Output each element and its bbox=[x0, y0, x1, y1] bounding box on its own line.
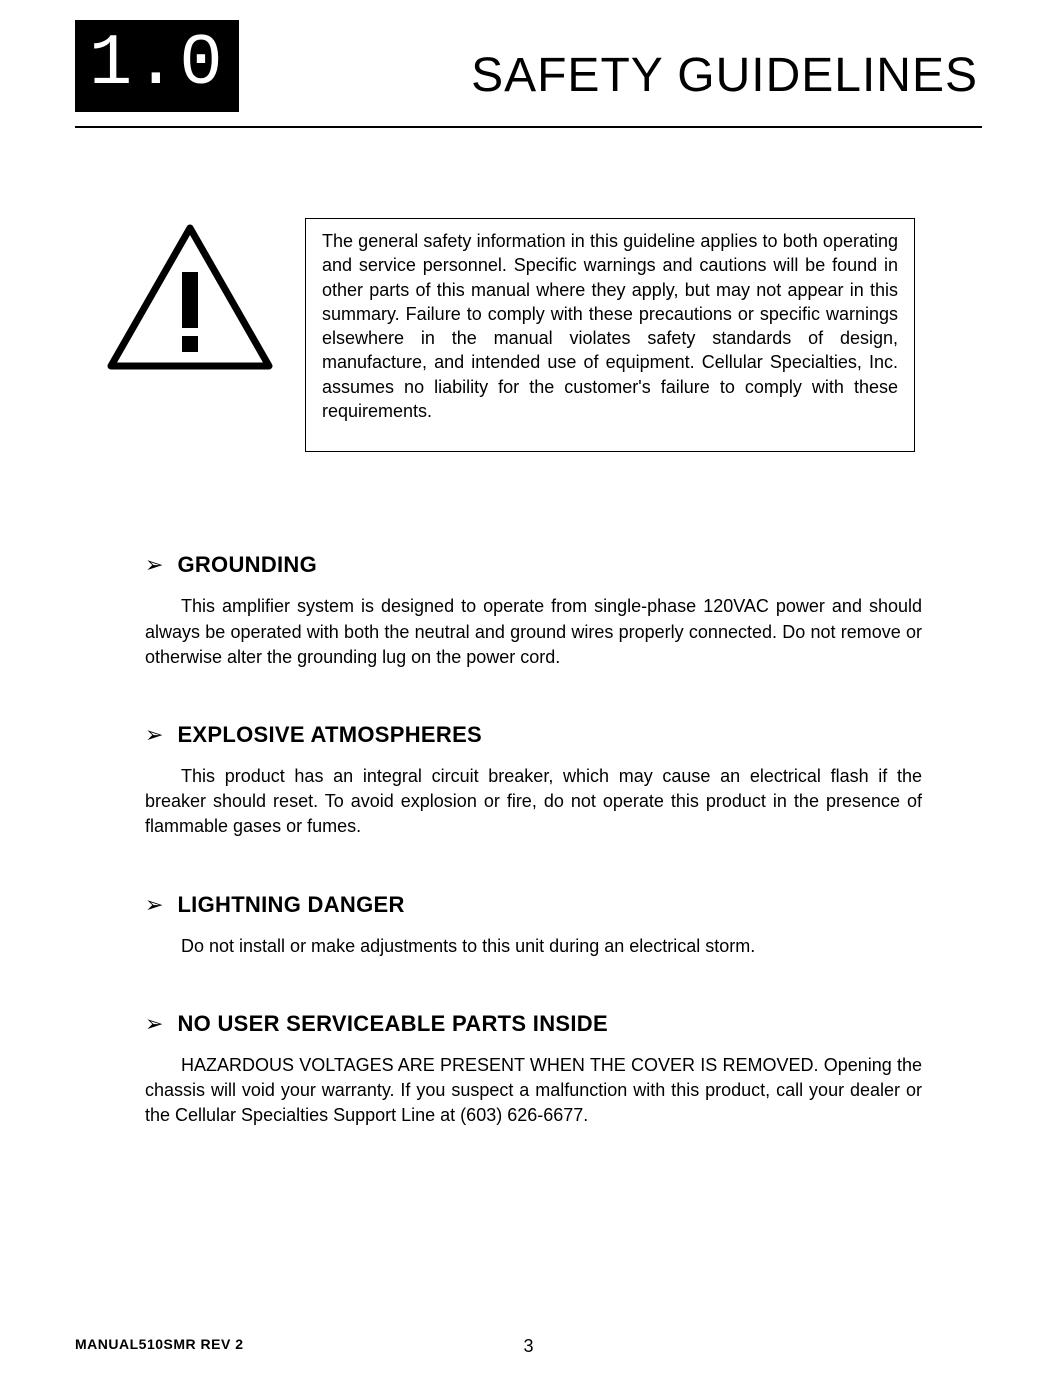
section-heading: ➢ EXPLOSIVE ATMOSPHERES bbox=[145, 722, 922, 748]
section-title: EXPLOSIVE ATMOSPHERES bbox=[177, 722, 482, 748]
footer-page-number: 3 bbox=[75, 1336, 982, 1357]
bullet-icon: ➢ bbox=[145, 894, 163, 916]
section-body: This amplifier system is designed to ope… bbox=[145, 594, 922, 670]
manual-page: 1.0 SAFETY GUIDELINES The general safety… bbox=[0, 0, 1057, 1380]
section-body: Do not install or make adjustments to th… bbox=[145, 934, 922, 959]
section-heading: ➢ LIGHTNING DANGER bbox=[145, 892, 922, 918]
section-heading: ➢ GROUNDING bbox=[145, 552, 922, 578]
section-no-user-serviceable: ➢ NO USER SERVICEABLE PARTS INSIDE HAZAR… bbox=[145, 1011, 922, 1129]
section-body: This product has an integral circuit bre… bbox=[145, 764, 922, 840]
bullet-icon: ➢ bbox=[145, 1013, 163, 1035]
section-number-badge: 1.0 bbox=[75, 20, 239, 112]
page-footer: MANUAL510SMR REV 2 3 bbox=[75, 1336, 982, 1352]
warning-text-box: The general safety information in this g… bbox=[305, 218, 915, 452]
section-body: HAZARDOUS VOLTAGES ARE PRESENT WHEN THE … bbox=[145, 1053, 922, 1129]
warning-block: The general safety information in this g… bbox=[105, 218, 952, 452]
bullet-icon: ➢ bbox=[145, 724, 163, 746]
section-grounding: ➢ GROUNDING This amplifier system is des… bbox=[145, 552, 922, 670]
section-title: LIGHTNING DANGER bbox=[177, 892, 404, 918]
page-title: SAFETY GUIDELINES bbox=[239, 48, 982, 103]
section-title: GROUNDING bbox=[177, 552, 317, 578]
bullet-icon: ➢ bbox=[145, 554, 163, 576]
content-area: ➢ GROUNDING This amplifier system is des… bbox=[75, 552, 982, 1128]
page-header: 1.0 SAFETY GUIDELINES bbox=[75, 20, 982, 112]
section-title: NO USER SERVICEABLE PARTS INSIDE bbox=[177, 1011, 608, 1037]
header-rule bbox=[75, 126, 982, 128]
section-lightning-danger: ➢ LIGHTNING DANGER Do not install or mak… bbox=[145, 892, 922, 959]
section-explosive-atmospheres: ➢ EXPLOSIVE ATMOSPHERES This product has… bbox=[145, 722, 922, 840]
section-heading: ➢ NO USER SERVICEABLE PARTS INSIDE bbox=[145, 1011, 922, 1037]
warning-triangle-icon bbox=[105, 222, 275, 377]
